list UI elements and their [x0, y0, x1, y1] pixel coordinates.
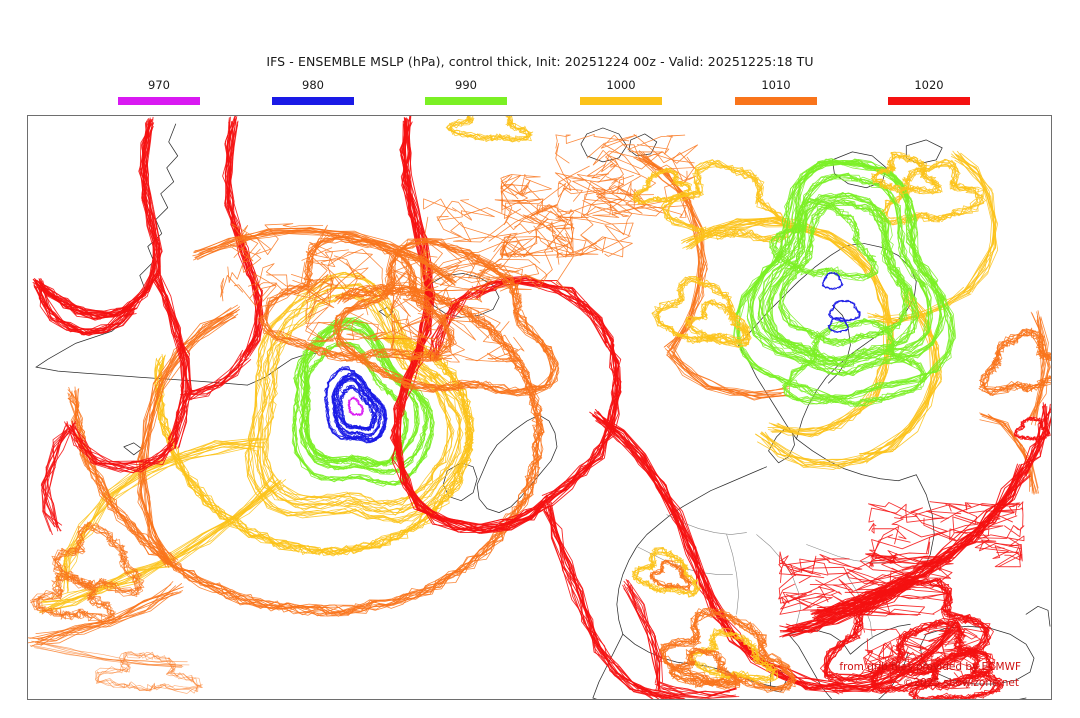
legend-swatch-1020 [888, 97, 970, 105]
legend-swatch-1000 [580, 97, 662, 105]
legend-label-1010: 1010 [761, 78, 791, 92]
map-panel[interactable]: from grib files provided by ECMWF ©2025 … [27, 115, 1052, 700]
legend-entry-980: 980 [272, 78, 354, 110]
legend-swatch-990 [425, 97, 507, 105]
contour-layer [28, 116, 1051, 699]
legend-label-1020: 1020 [914, 78, 944, 92]
legend-swatch-970 [118, 97, 200, 105]
legend-label-980: 980 [302, 78, 324, 92]
page-title: IFS - ENSEMBLE MSLP (hPa), control thick… [266, 54, 814, 69]
legend-entry-1010: 1010 [735, 78, 817, 110]
legend-label-1000: 1000 [606, 78, 636, 92]
pressure-legend: 970 980 990 1000 1010 1020 [0, 78, 1080, 110]
legend-entry-1020: 1020 [888, 78, 970, 110]
legend-swatch-980 [272, 97, 354, 105]
legend-entry-990: 990 [425, 78, 507, 110]
legend-entry-970: 970 [118, 78, 200, 110]
legend-swatch-1010 [735, 97, 817, 105]
legend-label-990: 990 [455, 78, 477, 92]
legend-label-970: 970 [148, 78, 170, 92]
legend-entry-1000: 1000 [580, 78, 662, 110]
ensemble-contour-map [28, 116, 1051, 699]
